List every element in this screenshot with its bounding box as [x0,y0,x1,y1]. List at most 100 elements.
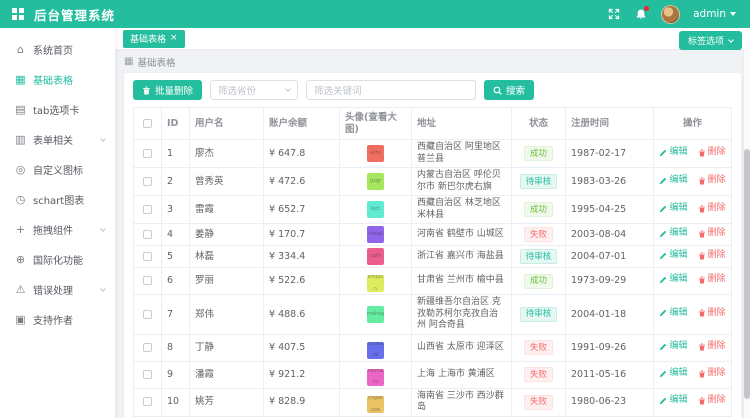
keyword-input[interactable]: 筛选关键词 [306,80,477,100]
tag-options-button[interactable]: 标签选项 [678,31,742,50]
row-checkbox[interactable] [143,397,152,407]
chevron-down-icon [100,286,106,292]
column-header: 用户名 [189,107,264,140]
delete-button[interactable]: 删除 [698,147,726,159]
scrollbar-thumb[interactable] [743,149,750,399]
row-checkbox[interactable] [143,276,152,286]
data-table: ID 用户名 账户余额 头像(查看大图) 地址 状态 注册时间 操作 1 廖杰 ¥ 647.8… [133,107,732,417]
cell-username: 曾秀英 [189,167,264,196]
cell-address: 西藏自治区 林芝地区 米林县 [411,195,512,224]
status-badge: 失败 [523,367,553,382]
column-header: 头像(查看大图) [339,107,412,140]
edit-button[interactable]: 编辑 [659,274,687,286]
app-logo-grid-icon [12,8,24,20]
sidebar-item-tab选项卡[interactable]: ▤ tab选项卡 [0,94,115,124]
row-checkbox[interactable] [143,204,152,214]
avatar-thumbnail[interactable]: chgwfuoe [367,396,384,413]
sidebar-item-系统首页[interactable]: ⌂ 系统首页 [0,34,115,64]
row-checkbox[interactable] [143,229,152,239]
delete-button[interactable]: 删除 [698,308,726,320]
delete-button[interactable]: 删除 [698,175,726,187]
cell-balance: ¥ 407.5 [263,333,340,362]
avatar-thumbnail[interactable]: ectx [367,145,384,162]
edit-button[interactable]: 编辑 [659,395,687,407]
column-header: ID [161,107,190,140]
sidebar-item-拖拽组件[interactable]: + 拖拽组件 [0,214,115,244]
avatar-thumbnail[interactable]: lqct [367,201,384,218]
sidebar-item-label: 国际化功能 [33,255,83,267]
sidebar-item-label: 自定义图标 [33,165,83,177]
sidebar-item-label: 基础表格 [33,75,73,87]
row-checkbox[interactable] [143,148,152,158]
delete-button[interactable]: 删除 [698,228,726,240]
trash-icon [698,252,705,260]
search-button[interactable]: 搜索 [484,80,535,100]
edit-button[interactable]: 编辑 [659,228,687,240]
select-all-checkbox[interactable] [143,118,152,128]
sidebar-item-表单相关[interactable]: ▥ 表单相关 [0,124,115,154]
cell-balance: ¥ 647.8 [263,139,340,168]
cell-register-date: 1983-03-26 [565,167,654,196]
avatar-thumbnail[interactable]: gxgr [367,173,384,190]
avatar-thumbnail[interactable]: chiahacb [367,341,384,359]
edit-button[interactable]: 编辑 [659,368,687,380]
edit-button[interactable]: 编辑 [659,308,687,320]
sidebar-item-错误处理[interactable]: ⚠ 错误处理 [0,274,115,304]
sidebar-item-国际化功能[interactable]: ⊕ 国际化功能 [0,244,115,274]
drag-icon: + [15,222,26,236]
row-checkbox[interactable] [143,251,152,261]
cell-id: 10 [161,387,190,417]
sidebar-item-支持作者[interactable]: ▣ 支持作者 [0,304,115,334]
edit-button[interactable]: 编辑 [659,203,687,215]
chevron-down-icon [100,136,106,142]
edit-button[interactable]: 编辑 [659,250,687,262]
edit-pencil-icon [660,230,667,237]
cell-username: 姜静 [189,223,264,246]
sidebar-item-基础表格[interactable]: ▦ 基础表格 [0,64,115,94]
cell-balance: ¥ 522.6 [263,267,340,295]
avatar-thumbnail[interactable]: emjdon [367,275,384,292]
row-checkbox[interactable] [143,176,152,186]
province-select[interactable]: 筛选省份 [210,80,299,100]
sidebar-item-schart图表[interactable]: ◷ schart图表 [0,184,115,214]
user-avatar[interactable] [661,4,681,24]
row-checkbox[interactable] [143,369,152,379]
avatar-thumbnail[interactable]: heycwto [367,368,384,386]
table-row: 3 雷霞 ¥ 652.7 lqct 西藏自治区 林芝地区 米林县 成功 1995… [133,195,732,224]
fullscreen-icon[interactable] [607,7,621,21]
sidebar-item-label: tab选项卡 [33,105,80,117]
table-row: 1 廖杰 ¥ 647.8 ectx 西藏自治区 阿里地区 普兰县 成功 1987… [133,139,732,168]
sidebar: ⌂ 系统首页 ▦ 基础表格 ▤ tab选项卡 ▥ 表单相关 ◎ 自定义图标 ◷ schar… [0,28,115,418]
delete-button[interactable]: 删除 [698,203,726,215]
cell-address: 浙江省 嘉兴市 海盐县 [411,245,512,268]
tab-close-icon[interactable]: × [170,33,178,43]
delete-button[interactable]: 删除 [698,250,726,262]
delete-button[interactable]: 删除 [698,341,726,353]
row-checkbox[interactable] [143,342,152,352]
avatar-thumbnail[interactable]: cqfh [367,248,384,265]
user-menu[interactable]: admin [693,8,736,20]
cell-balance: ¥ 170.7 [263,223,340,246]
sidebar-item-自定义图标[interactable]: ◎ 自定义图标 [0,154,115,184]
tab-basic-table[interactable]: 基础表格 × [123,29,185,48]
status-badge: 成功 [523,146,553,161]
delete-button[interactable]: 删除 [698,395,726,407]
row-checkbox[interactable] [143,309,152,319]
edit-button[interactable]: 编辑 [659,175,687,187]
delete-button[interactable]: 删除 [698,368,726,380]
cell-register-date: 1987-02-17 [565,139,654,168]
status-badge: 待审核 [519,306,558,322]
notification-bell-icon[interactable] [634,6,650,21]
avatar-thumbnail[interactable]: sfeap [367,226,384,243]
trash-icon [698,343,705,351]
edit-button[interactable]: 编辑 [659,147,687,159]
avatar-thumbnail[interactable]: mehsq [367,305,384,323]
trash-icon [698,370,705,378]
form-icon: ▥ [15,132,26,146]
scrollbar[interactable] [743,49,750,418]
column-header: 注册时间 [565,107,654,140]
delete-button[interactable]: 删除 [698,274,726,286]
edit-button[interactable]: 编辑 [659,341,687,353]
column-header: 地址 [411,107,512,140]
batch-delete-button[interactable]: 批量删除 [133,80,203,100]
